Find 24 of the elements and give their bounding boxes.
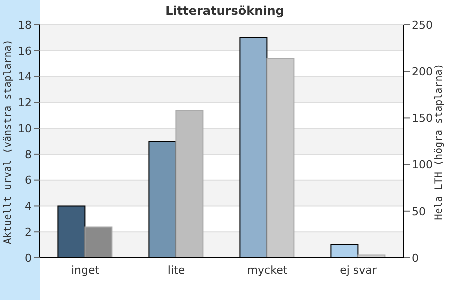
y-axis-title: Aktuellt urval (vänstra staplarna) [3, 40, 14, 244]
y-tick-label: 16 [18, 44, 32, 58]
y-tick-label: 14 [18, 70, 32, 84]
y2-tick-label: 150 [412, 112, 433, 126]
y-tick-label: 2 [25, 226, 32, 240]
y-tick-label: 8 [25, 148, 32, 162]
y-tick-label: 6 [25, 174, 32, 188]
x-tick-label: ej svar [340, 264, 378, 277]
y2-tick-label: 250 [412, 18, 433, 32]
y-tick-label: 0 [25, 252, 32, 265]
x-tick-label: inget [71, 264, 100, 277]
chart-title: Litteratursökning [164, 4, 286, 18]
y2-tick-label: 50 [412, 205, 426, 218]
bar [358, 254, 386, 258]
y2-axis-title: Hela LTH (högra staplarna) [434, 64, 445, 220]
y2-tick-label: 0 [412, 252, 419, 265]
y-tick-label: 4 [25, 200, 32, 214]
x-tick-label: mycket [247, 264, 288, 277]
x-tick-label: lite [168, 264, 186, 277]
y-tick-label: 12 [18, 96, 32, 110]
y-tick-label: 10 [18, 122, 32, 136]
y2-tick-label: 100 [412, 158, 433, 172]
y-tick-label: 18 [18, 18, 32, 32]
y2-tick-label: 200 [412, 66, 433, 79]
